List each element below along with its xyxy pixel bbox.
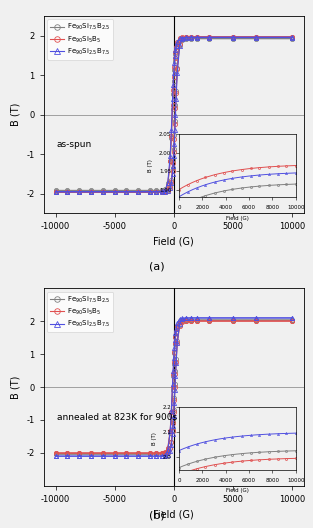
X-axis label: Field (G): Field (G) [153, 237, 194, 247]
Y-axis label: B (T): B (T) [11, 103, 21, 126]
Legend: Fe$_{90}$Si$_{7.5}$B$_{2.5}$, Fe$_{90}$Si$_{5}$B$_{5}$, Fe$_{90}$Si$_{2.5}$B$_{7: Fe$_{90}$Si$_{7.5}$B$_{2.5}$, Fe$_{90}$S… [47, 292, 113, 332]
Text: as-spun: as-spun [57, 140, 92, 149]
Y-axis label: B (T): B (T) [11, 375, 21, 399]
Text: (b): (b) [149, 510, 164, 520]
Text: (a): (a) [149, 261, 164, 271]
Text: annealed at 823K for 900s: annealed at 823K for 900s [57, 413, 177, 422]
X-axis label: Field (G): Field (G) [153, 510, 194, 520]
Legend: Fe$_{90}$Si$_{7.5}$B$_{2.5}$, Fe$_{90}$Si$_{5}$B$_{5}$, Fe$_{90}$Si$_{2.5}$B$_{7: Fe$_{90}$Si$_{7.5}$B$_{2.5}$, Fe$_{90}$S… [47, 20, 113, 60]
